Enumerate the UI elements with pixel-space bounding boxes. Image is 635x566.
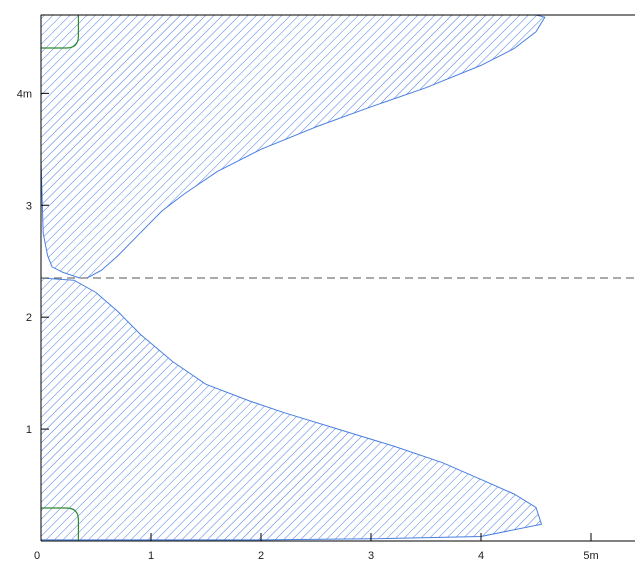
x-tick-label: 3 xyxy=(368,550,374,562)
corner-marker-1 xyxy=(41,507,79,541)
y-tick-label: 1 xyxy=(26,424,32,436)
hatched-area-2 xyxy=(40,14,546,279)
x-tick-label: 4 xyxy=(478,550,484,562)
x-tick-label: 0 xyxy=(34,550,40,562)
y-tick-label: 4m xyxy=(17,88,32,100)
hatched-area-1 xyxy=(40,277,543,541)
y-tick-label: 3 xyxy=(26,200,32,212)
x-tick-label: 1 xyxy=(148,550,154,562)
x-tick-label: 2 xyxy=(258,550,264,562)
y-tick-label: 2 xyxy=(26,312,32,324)
corner-marker-2 xyxy=(41,15,79,49)
x-tick-label: 5m xyxy=(583,550,598,562)
